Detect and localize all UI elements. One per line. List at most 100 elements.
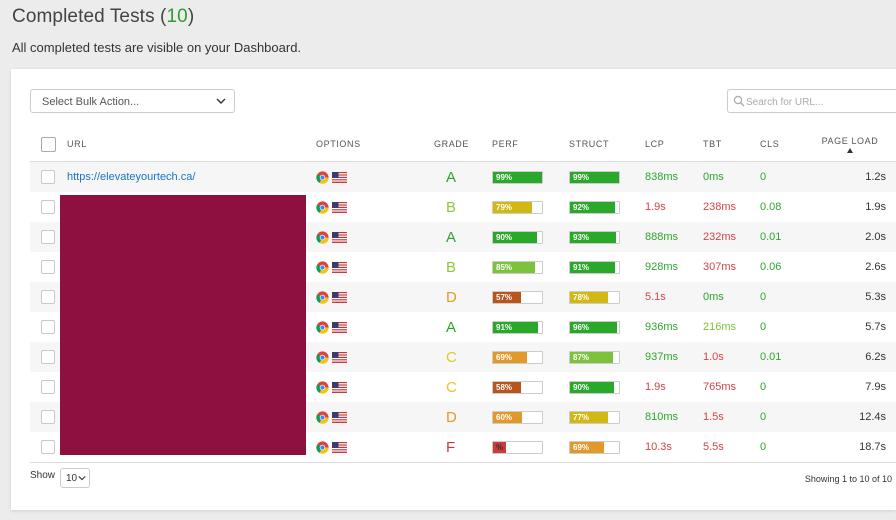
perf-bar-fill [493,381,522,393]
perf-bar-fill [493,201,532,213]
row-cls: 0 [760,282,804,312]
struct-value: 93% [573,232,590,242]
row-grade: C [434,342,492,372]
chrome-icon [316,410,329,424]
select-all-checkbox[interactable] [41,136,56,152]
perf-bar-fill [493,291,521,303]
us-flag-icon [332,261,347,273]
perf-bar: 79% [492,200,543,214]
struct-bar: 93% [569,230,620,244]
chevron-down-icon [78,476,86,481]
row-tbt: 232ms [703,222,760,252]
column-lcp[interactable]: LCP [645,127,703,162]
page-subtitle: All completed tests are visible on your … [12,40,302,55]
struct-bar-fill [570,291,609,303]
perf-bar-fill [493,231,538,243]
struct-bar: 87% [569,350,620,364]
row-grade: D [434,282,492,312]
table-row[interactable]: A 91% 96% 936ms 216ms 0 5.7s [30,312,896,342]
page-title: Completed Tests (10) [12,6,195,27]
row-options [316,161,434,192]
struct-bar-fill [570,411,608,423]
table-row[interactable]: B 85% 91% 928ms 307ms 0.06 2.6s [30,252,896,282]
chrome-icon [316,350,329,364]
perf-bar-fill [493,261,535,273]
row-options [316,372,434,402]
row-tbt: 1.5s [703,402,760,432]
struct-value: 87% [573,352,590,362]
row-page-load: 2.0s [804,222,896,252]
perf-value: 85% [496,262,513,272]
page-size-select[interactable]: 10 [60,468,90,488]
row-checkbox[interactable] [41,440,55,454]
perf-bar-fill [493,351,527,363]
chrome-icon [316,320,329,334]
perf-bar: 90% [492,230,543,244]
row-options [316,312,434,342]
row-checkbox[interactable] [41,170,55,184]
row-lcp: 1.9s [645,201,666,213]
struct-bar-fill [570,381,615,393]
chrome-icon [316,200,329,214]
row-lcp: 810ms [645,402,703,432]
perf-value: 57% [496,292,513,302]
us-flag-icon [332,291,347,303]
column-struct[interactable]: STRUCT [569,127,645,162]
pagination-info: Showing 1 to 10 of 10 [804,474,892,484]
table-row[interactable]: https://elevateyourtech.ca/A 99% 99% 838ms 0… [30,161,896,192]
column-perf[interactable]: PERF [492,127,569,162]
row-url-link[interactable]: https://elevateyourtech.ca/ [67,171,196,183]
tests-panel: Select Bulk Action... Search for URL... … [11,69,896,510]
column-options[interactable]: OPTIONS [316,127,434,162]
column-tbt[interactable]: TBT [703,127,760,162]
column-grade[interactable]: GRADE [434,127,492,162]
chrome-icon [316,290,329,304]
row-cls: 0 [760,381,767,393]
us-flag-icon [332,171,347,183]
table-row[interactable]: B 79% 92% 1.9s 238ms 0.08 1.9s [30,192,896,222]
row-grade: A [434,222,492,252]
perf-bar: 57% [492,290,543,304]
row-checkbox[interactable] [41,350,55,364]
row-grade: A [434,161,492,192]
us-flag-icon [332,231,347,243]
column-cls[interactable]: CLS [760,127,804,162]
struct-bar-fill [570,171,619,183]
table-row[interactable]: C 58% 90% 1.9s 765ms 0 7.9s [30,372,896,402]
search-input[interactable]: Search for URL... [727,89,896,113]
row-cls: 0.08 [760,201,782,213]
struct-bar: 99% [569,170,620,184]
us-flag-icon [332,321,347,333]
perf-bar-fill [493,441,507,453]
perf-bar-fill [493,171,542,183]
perf-value: 99% [496,172,513,182]
row-checkbox[interactable] [41,410,55,424]
column-url[interactable]: URL [67,127,316,162]
row-checkbox[interactable] [41,380,55,394]
struct-value: 78% [573,292,590,302]
row-page-load: 5.3s [804,282,896,312]
struct-bar: 69% [569,440,620,454]
row-checkbox[interactable] [41,290,55,304]
perf-value: 58% [496,382,513,392]
perf-value: 60% [496,412,513,422]
perf-bar-fill [493,321,538,333]
row-grade: F [434,432,492,463]
struct-value: 91% [573,262,590,272]
row-checkbox[interactable] [41,230,55,244]
row-checkbox[interactable] [41,260,55,274]
row-lcp: 928ms [645,261,679,273]
perf-value: 90% [496,232,513,242]
row-options [316,282,434,312]
row-page-load: 1.2s [804,161,896,192]
row-options [316,402,434,432]
chrome-icon [316,230,329,244]
bulk-action-select[interactable]: Select Bulk Action... [30,89,235,113]
row-cls: 0 [760,321,767,333]
show-label: Show [30,470,56,481]
row-checkbox[interactable] [41,200,55,214]
row-grade: C [446,378,457,396]
row-checkbox[interactable] [41,320,55,334]
row-cls: 0.06 [760,261,782,273]
column-page-load[interactable]: PAGE LOAD [804,127,896,162]
